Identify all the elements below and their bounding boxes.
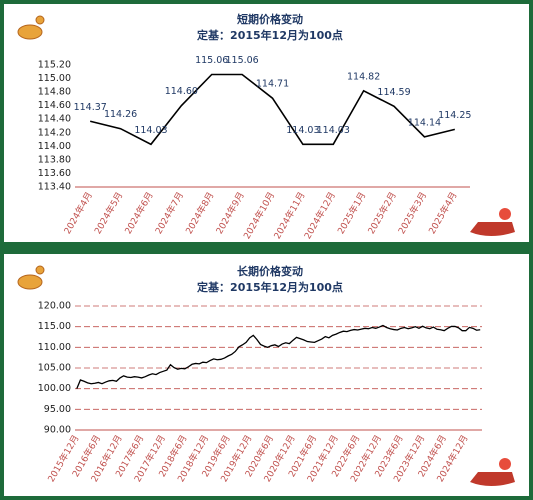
y-tick-label: 115.20 <box>38 60 71 71</box>
data-line <box>89 73 456 146</box>
value-label: 114.14 <box>408 117 441 128</box>
value-label: 114.59 <box>377 87 410 98</box>
deer-decoration <box>17 15 45 290</box>
value-label: 114.03 <box>286 125 319 136</box>
chart-title: 短期价格变动 <box>237 12 303 26</box>
value-label: 114.03 <box>317 125 350 136</box>
value-label: 115.06 <box>225 55 258 66</box>
y-tick-label: 105.00 <box>38 363 71 374</box>
y-tick-label: 114.00 <box>38 141 71 152</box>
chart-title: 长期价格变动 <box>237 264 303 278</box>
panel <box>4 4 529 242</box>
panel <box>4 254 529 496</box>
y-tick-label: 113.40 <box>38 182 71 193</box>
value-label: 114.71 <box>256 79 289 90</box>
y-tick-label: 120.00 <box>38 301 71 312</box>
value-label: 114.26 <box>104 109 137 120</box>
value-label: 114.82 <box>347 71 380 82</box>
chart-subtitle: 定基：2015年12月为100点 <box>197 280 343 294</box>
value-label: 115.06 <box>195 55 228 66</box>
y-tick-label: 114.20 <box>38 127 71 138</box>
sleigh-decoration <box>470 208 515 486</box>
y-tick-label: 113.60 <box>38 168 71 179</box>
chart-subtitle: 定基：2015年12月为100点 <box>197 28 343 42</box>
y-tick-label: 100.00 <box>38 383 71 394</box>
data-line <box>76 324 481 389</box>
y-tick-label: 114.60 <box>38 100 71 111</box>
y-tick-label: 115.00 <box>38 321 71 332</box>
value-label: 114.60 <box>165 86 198 97</box>
y-tick-label: 95.00 <box>44 404 71 415</box>
value-label: 114.25 <box>438 110 471 121</box>
y-tick-label: 113.80 <box>38 154 71 165</box>
value-label: 114.03 <box>134 125 167 136</box>
y-tick-label: 110.00 <box>38 342 71 353</box>
y-tick-label: 114.40 <box>38 114 71 125</box>
y-tick-label: 90.00 <box>44 425 71 436</box>
value-label: 114.37 <box>74 102 107 113</box>
y-tick-label: 115.00 <box>38 73 71 84</box>
y-tick-label: 114.80 <box>38 87 71 98</box>
